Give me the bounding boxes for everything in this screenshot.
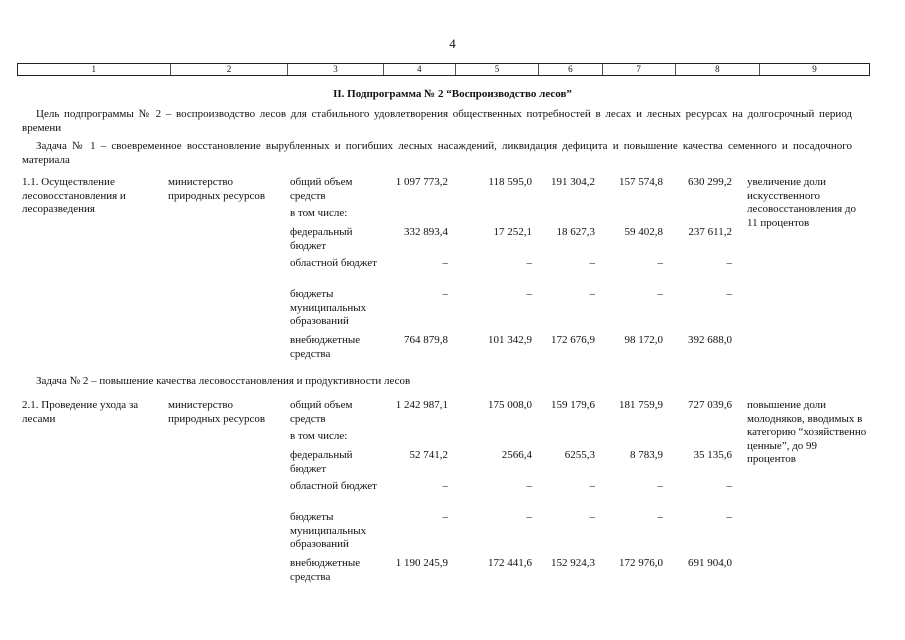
funding-value: –	[589, 511, 596, 523]
funding-value: 59 402,8	[624, 226, 664, 238]
funding-value: –	[589, 288, 596, 300]
funding-value: 392 688,0	[688, 334, 732, 346]
funding-source-label: областной бюджет	[290, 480, 377, 492]
task-1: Задача № 1 – своевременное восстановлени…	[22, 140, 852, 166]
funding-source-label: общий объем средств	[290, 399, 353, 425]
measure-executor: министерство природных ресурсов	[168, 176, 266, 202]
funding-value: 6255,3	[564, 449, 595, 461]
page-number: 4	[449, 36, 456, 51]
funding-value: –	[526, 257, 533, 269]
funding-value: –	[657, 257, 664, 269]
funding-value: 691 904,0	[688, 557, 732, 569]
funding-value: 181 759,9	[619, 399, 663, 411]
column-number-cell: 3	[287, 64, 382, 75]
funding-value: –	[442, 511, 449, 523]
column-number-cell: 6	[538, 64, 601, 75]
column-number-cell: 5	[454, 64, 538, 75]
column-number-cell: 4	[382, 64, 455, 75]
funding-value: 152 924,3	[551, 557, 595, 569]
funding-value: 35 135,6	[693, 449, 733, 461]
section-title: II. Подпрограмма № 2 “Воспроизводство ле…	[333, 88, 572, 100]
funding-value: 118 595,0	[488, 176, 532, 188]
measure-name: 1.1. Осуществление лесовосстановления и …	[22, 176, 126, 215]
funding-source-label: в том числе:	[290, 430, 348, 442]
funding-value: 172 676,9	[551, 334, 595, 346]
funding-value: –	[589, 257, 596, 269]
column-number-cell: 9	[759, 64, 869, 75]
funding-value: 175 008,0	[488, 399, 532, 411]
funding-value: 332 893,4	[404, 226, 448, 238]
funding-value: –	[526, 480, 533, 492]
funding-value: 1 190 245,9	[395, 557, 448, 569]
column-number-cell: 8	[674, 64, 759, 75]
funding-value: 159 179,6	[551, 399, 595, 411]
measure-result: повышение доли молодняков, вводимых в ка…	[747, 399, 867, 465]
funding-value: 764 879,8	[404, 334, 448, 346]
funding-source-label: внебюджетные средства	[290, 334, 361, 360]
funding-source-label: в том числе:	[290, 207, 348, 219]
funding-value: 1 097 773,2	[395, 176, 448, 188]
funding-value: –	[657, 511, 664, 523]
funding-value: 98 172,0	[624, 334, 664, 346]
funding-value: –	[442, 480, 449, 492]
funding-value: –	[526, 288, 533, 300]
funding-value: 2566,4	[501, 449, 532, 461]
funding-value: –	[726, 288, 733, 300]
funding-value: 8 783,9	[630, 449, 663, 461]
funding-value: 1 242 987,1	[395, 399, 448, 411]
funding-value: 191 304,2	[551, 176, 595, 188]
funding-value: 172 441,6	[488, 557, 532, 569]
funding-source-label: бюджеты муниципальных образований	[290, 511, 367, 550]
funding-source-label: общий объем средств	[290, 176, 353, 202]
measure-executor: министерство природных ресурсов	[168, 399, 266, 425]
funding-source-label: бюджеты муниципальных образований	[290, 288, 367, 327]
funding-value: –	[589, 480, 596, 492]
funding-source-label: областной бюджет	[290, 257, 377, 269]
funding-value: 101 342,9	[488, 334, 532, 346]
task-2: Задача № 2 – повышение качества лесовосс…	[36, 375, 411, 387]
funding-value: –	[726, 480, 733, 492]
funding-value: –	[526, 511, 533, 523]
funding-value: 157 574,8	[619, 176, 663, 188]
funding-value: 237 611,2	[688, 226, 732, 238]
subprogram-goal: Цель подпрограммы № 2 – воспроизводство …	[22, 108, 852, 134]
funding-value: 17 252,1	[493, 226, 533, 238]
column-number-cell: 7	[601, 64, 675, 75]
funding-value: 727 039,6	[688, 399, 732, 411]
funding-value: 52 741,2	[409, 449, 449, 461]
funding-value: 18 627,3	[556, 226, 596, 238]
funding-value: –	[442, 257, 449, 269]
funding-value: –	[657, 480, 664, 492]
funding-value: –	[657, 288, 664, 300]
column-number-cell: 1	[91, 64, 97, 74]
funding-value: –	[442, 288, 449, 300]
column-number-cell: 2	[169, 64, 288, 75]
funding-source-label: федеральный бюджет	[290, 449, 353, 475]
funding-value: 172 976,0	[619, 557, 663, 569]
funding-value: –	[726, 511, 733, 523]
measure-name: 2.1. Проведение ухода за лесами	[22, 399, 139, 425]
funding-source-label: внебюджетные средства	[290, 557, 361, 583]
measure-result: увеличение доли искусственного лесовосст…	[747, 176, 856, 229]
funding-value: 630 299,2	[688, 176, 732, 188]
funding-value: –	[726, 257, 733, 269]
funding-source-label: федеральный бюджет	[290, 226, 353, 252]
